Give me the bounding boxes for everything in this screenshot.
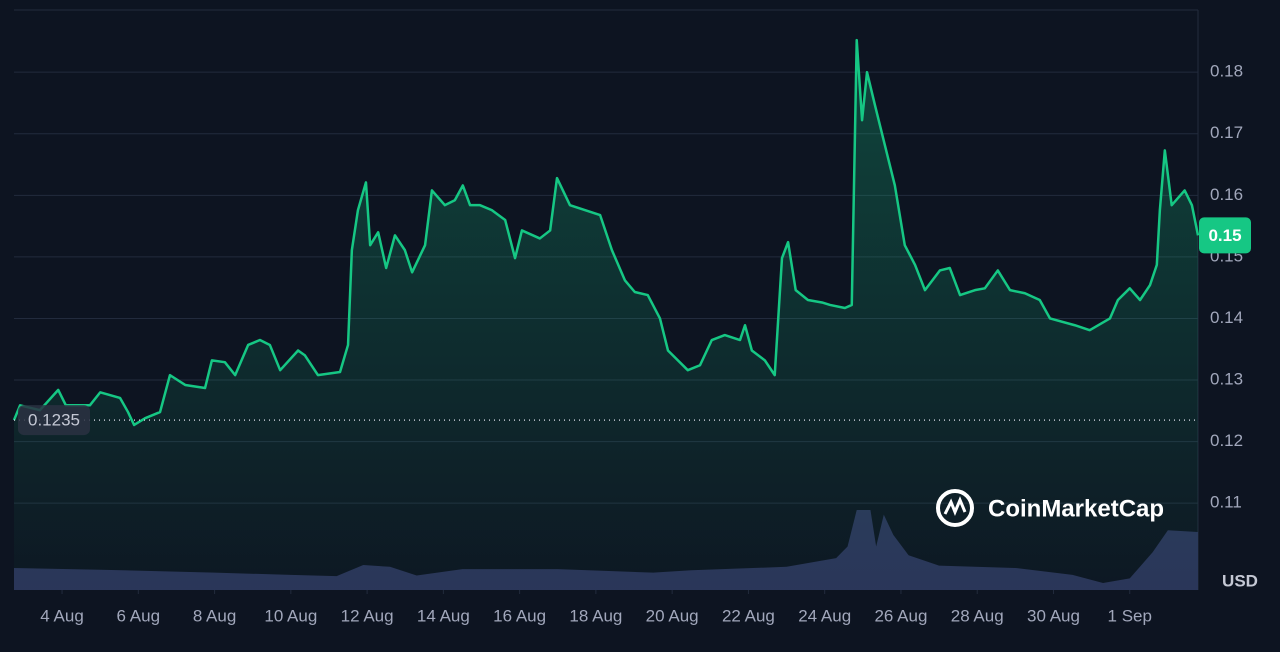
x-tick-label: 20 Aug <box>646 606 699 625</box>
y-tick-label: 0.11 <box>1210 493 1242 512</box>
x-tick-label: 24 Aug <box>798 606 851 625</box>
x-tick-label: 4 Aug <box>40 606 84 625</box>
logo-mark <box>943 496 967 516</box>
current-price-badge <box>1199 217 1251 254</box>
x-tick-label: 30 Aug <box>1027 606 1080 625</box>
x-tick-label: 26 Aug <box>874 606 927 625</box>
x-tick-label: 6 Aug <box>117 606 161 625</box>
labels: 0.11 0.12 0.13 0.14 0.15 0.16 0.17 0.18 4 Aug 6 A… <box>14 62 1251 625</box>
y-tick-label: 0.12 <box>1210 431 1243 450</box>
x-tick-label: 12 Aug <box>341 606 394 625</box>
open-price-label: 0.1235 <box>28 411 80 430</box>
watermark: CoinMarketCap <box>936 489 1164 527</box>
y-unit: USD <box>1222 571 1258 590</box>
y-tick-label: 0.13 <box>1210 370 1243 389</box>
logo <box>936 489 974 527</box>
open-price-badge <box>18 405 90 436</box>
watermark-text: CoinMarketCap <box>988 495 1164 522</box>
price-line <box>12 38 1200 427</box>
x-tick-label: 16 Aug <box>493 606 546 625</box>
x-tick-label: 18 Aug <box>569 606 622 625</box>
current-price-label: 0.15 <box>1208 226 1241 245</box>
x-tick-label: 8 Aug <box>193 606 237 625</box>
y-tick-label: 0.17 <box>1210 123 1243 142</box>
price-layer <box>12 38 1200 590</box>
x-tick-label: 14 Aug <box>417 606 470 625</box>
x-tick-label: 10 Aug <box>264 606 317 625</box>
y-tick-label: 0.16 <box>1210 185 1243 204</box>
x-tick-label: 28 Aug <box>951 606 1004 625</box>
x-tick-label: 22 Aug <box>722 606 775 625</box>
x-tick-label: 1 Sep <box>1108 606 1152 625</box>
price-area <box>14 40 1198 590</box>
y-tick-label: 0.14 <box>1210 308 1243 327</box>
y-tick-label: 0.18 <box>1210 62 1243 81</box>
